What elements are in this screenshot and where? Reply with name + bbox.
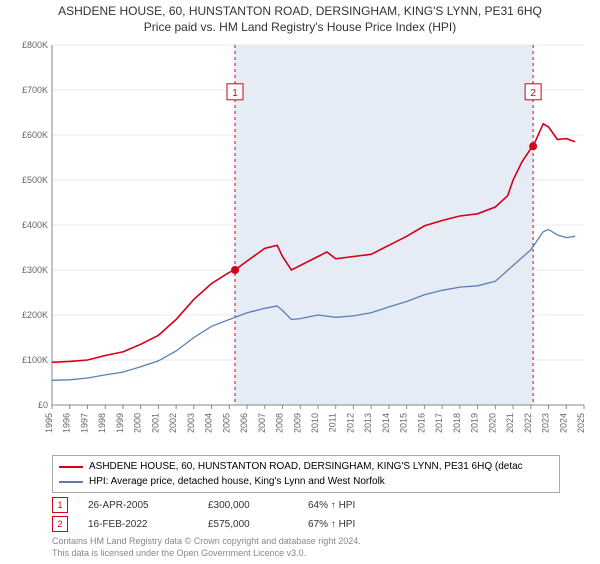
svg-text:2008: 2008 (275, 413, 285, 433)
svg-text:2002: 2002 (168, 413, 178, 433)
svg-text:1: 1 (232, 88, 238, 99)
svg-text:£300K: £300K (22, 265, 48, 275)
svg-text:2017: 2017 (434, 413, 444, 433)
svg-text:2021: 2021 (505, 413, 515, 433)
svg-text:2024: 2024 (558, 413, 568, 433)
sale-price-1: £300,000 (208, 500, 288, 511)
legend-swatch-hpi (59, 481, 83, 483)
svg-text:1999: 1999 (115, 413, 125, 433)
svg-text:1996: 1996 (62, 413, 72, 433)
svg-text:£700K: £700K (22, 85, 48, 95)
footer-line-2: This data is licensed under the Open Gov… (52, 548, 592, 560)
legend-item-property: ASHDENE HOUSE, 60, HUNSTANTON ROAD, DERS… (59, 459, 553, 474)
svg-text:2020: 2020 (487, 413, 497, 433)
sale-row-2: 2 16-FEB-2022 £575,000 67% ↑ HPI (52, 516, 592, 532)
title-line-1: ASHDENE HOUSE, 60, HUNSTANTON ROAD, DERS… (8, 4, 592, 20)
footer-line-1: Contains HM Land Registry data © Crown c… (52, 536, 592, 548)
svg-text:1995: 1995 (44, 413, 54, 433)
svg-text:£200K: £200K (22, 310, 48, 320)
sale-hpi-2: 67% ↑ HPI (308, 519, 388, 530)
sale-price-2: £575,000 (208, 519, 288, 530)
title-line-2: Price paid vs. HM Land Registry's House … (8, 20, 592, 36)
sale-row-1: 1 26-APR-2005 £300,000 64% ↑ HPI (52, 497, 592, 513)
svg-text:2023: 2023 (541, 413, 551, 433)
legend-item-hpi: HPI: Average price, detached house, King… (59, 474, 553, 489)
sale-date-2: 16-FEB-2022 (88, 519, 188, 530)
svg-text:2014: 2014 (381, 413, 391, 433)
svg-text:2010: 2010 (310, 413, 320, 433)
legend-label-property: ASHDENE HOUSE, 60, HUNSTANTON ROAD, DERS… (89, 459, 523, 474)
svg-text:£500K: £500K (22, 175, 48, 185)
sale-hpi-1: 64% ↑ HPI (308, 500, 388, 511)
svg-text:2018: 2018 (452, 413, 462, 433)
svg-text:£100K: £100K (22, 355, 48, 365)
svg-text:2012: 2012 (345, 413, 355, 433)
legend: ASHDENE HOUSE, 60, HUNSTANTON ROAD, DERS… (52, 455, 560, 493)
sale-marker-1: 1 (52, 497, 68, 513)
legend-label-hpi: HPI: Average price, detached house, King… (89, 474, 385, 489)
footer: Contains HM Land Registry data © Crown c… (52, 536, 592, 559)
svg-text:2003: 2003 (186, 413, 196, 433)
svg-text:2000: 2000 (133, 413, 143, 433)
price-chart: £0 £100K £200K £300K £400K £500K £600K £700K £80… (8, 39, 592, 449)
svg-text:2013: 2013 (363, 413, 373, 433)
svg-text:2: 2 (530, 88, 536, 99)
sale-marker-2: 2 (52, 516, 68, 532)
svg-text:2015: 2015 (399, 413, 409, 433)
svg-text:2011: 2011 (328, 413, 338, 432)
svg-text:2006: 2006 (239, 413, 249, 433)
svg-text:2019: 2019 (470, 413, 480, 433)
svg-text:1998: 1998 (97, 413, 107, 433)
svg-text:2007: 2007 (257, 413, 267, 433)
svg-text:£600K: £600K (22, 130, 48, 140)
svg-text:1997: 1997 (79, 413, 89, 433)
svg-text:2001: 2001 (150, 413, 160, 433)
svg-text:2016: 2016 (416, 413, 426, 433)
svg-text:2009: 2009 (292, 413, 302, 433)
svg-text:2022: 2022 (523, 413, 533, 433)
svg-text:£0: £0 (38, 400, 48, 410)
svg-text:2025: 2025 (576, 413, 586, 433)
svg-text:£800K: £800K (22, 40, 48, 50)
legend-swatch-property (59, 466, 83, 468)
svg-text:2005: 2005 (221, 413, 231, 433)
svg-text:£400K: £400K (22, 220, 48, 230)
sale-date-1: 26-APR-2005 (88, 500, 188, 511)
svg-text:2004: 2004 (204, 413, 214, 433)
